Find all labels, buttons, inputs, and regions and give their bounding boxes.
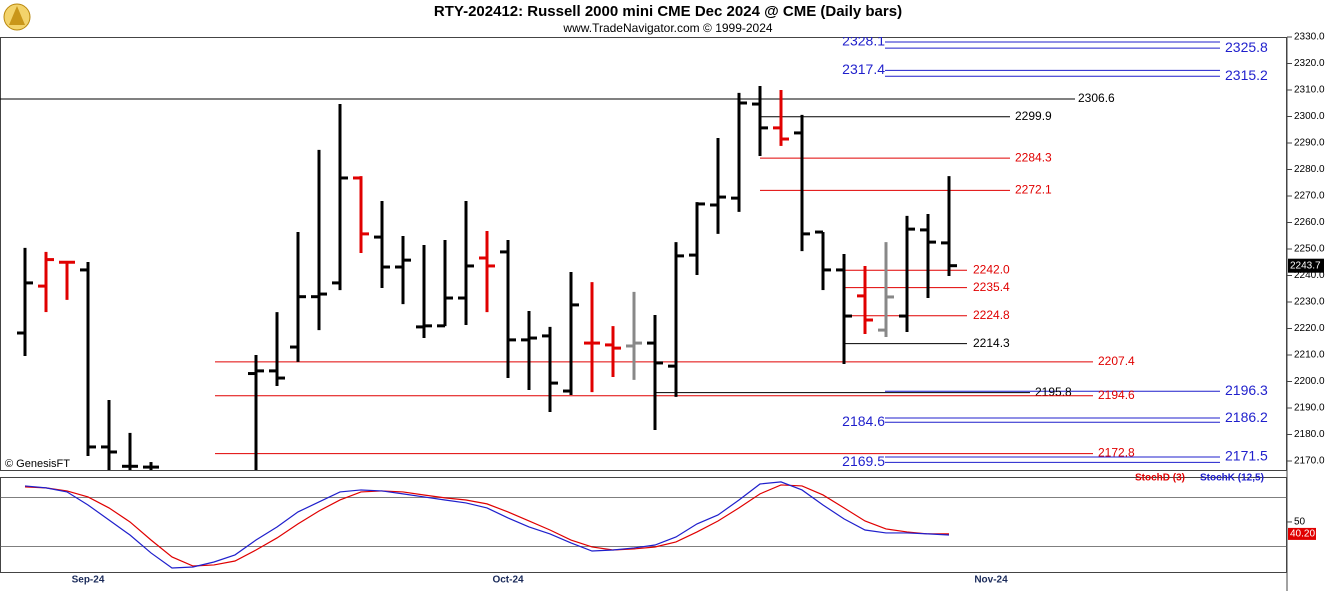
y-tick-label: 2180.0 [1294,429,1325,440]
level-label: 2214.3 [973,336,1010,350]
stoch-line [24,481,950,569]
level-label: 2272.1 [1015,183,1052,197]
stoch-panel [0,477,1287,573]
stoch-line [24,484,949,567]
level-label: 2325.8 [1225,39,1268,55]
level-label: 2172.8 [1098,446,1135,460]
level-label: 2328.1 [842,33,885,49]
y-tick-label: 2310.0 [1294,85,1325,96]
current-badge [1288,527,1316,540]
y-tick-label: 2190.0 [1294,403,1325,414]
current-label: 40.20 [1290,529,1315,540]
y-tick-label: 2240.0 [1294,270,1325,281]
y-tick-label: 2330.0 [1294,32,1325,43]
y-tick-label: 2260.0 [1294,217,1325,228]
y-tick-label: 2170.0 [1294,456,1325,467]
x-tick-label: Nov-24 [974,575,1008,586]
level-label: 2315.2 [1225,67,1268,83]
x-tick-label: Sep-24 [72,575,105,586]
level-label: 2224.8 [973,308,1010,322]
level-label: 2186.2 [1225,409,1268,425]
last-price-badge [1288,258,1324,273]
y-tick-label: 2280.0 [1294,164,1325,175]
watermark: © GenesisFT [5,458,70,470]
x-tick-label: Oct-24 [492,575,524,586]
chart-title: RTY-202412: Russell 2000 mini CME Dec 20… [434,3,902,20]
y-tick-label: 2230.0 [1294,297,1325,308]
level-label: 2317.4 [842,61,885,77]
y-tick-label: 2250.0 [1294,244,1325,255]
level-label: 2207.4 [1098,354,1135,368]
last-price-label: 2243.7 [1290,260,1321,271]
y-tick-label: 2300.0 [1294,111,1325,122]
y-tick-label: 2200.0 [1294,376,1325,387]
level-label: 2242.0 [973,262,1010,276]
level-label: 2235.4 [973,280,1010,294]
level-label: 2194.6 [1098,388,1135,402]
level-label: 2196.3 [1225,382,1268,398]
level-label: 2284.3 [1015,150,1052,164]
y-tick-label: 50 [1294,517,1306,528]
legend-entry: StochK (12,5) [1200,473,1264,484]
level-label: 2299.9 [1015,109,1052,123]
level-label: 2306.6 [1078,91,1115,105]
legend-entry: StochD (3) [1135,473,1185,484]
y-tick-label: 2290.0 [1294,138,1325,149]
y-tick-label: 2220.0 [1294,323,1325,334]
level-label: 2169.5 [842,453,885,469]
y-tick-label: 2320.0 [1294,58,1325,69]
level-label: 2171.5 [1225,448,1268,464]
level-label: 2195.8 [1035,385,1072,399]
chart-subtitle: www.TradeNavigator.com © 1999-2024 [562,21,772,35]
logo [3,3,31,31]
y-tick-label: 2270.0 [1294,191,1325,202]
level-label: 2184.6 [842,413,885,429]
y-tick-label: 2210.0 [1294,350,1325,361]
